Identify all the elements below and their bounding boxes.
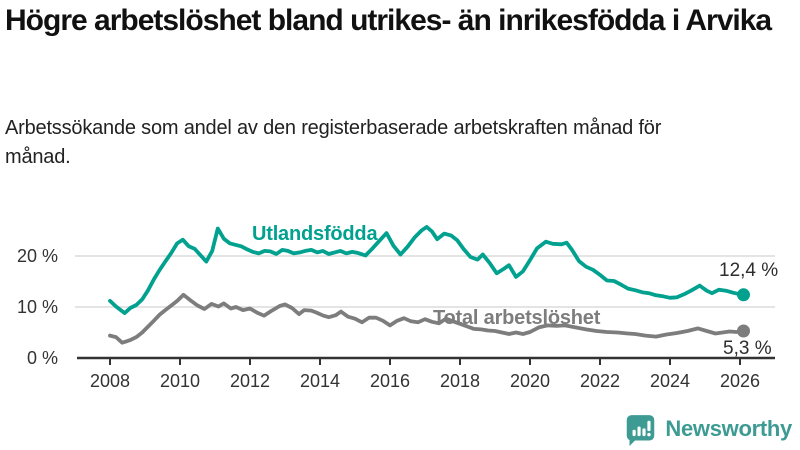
newsworthy-logo[interactable]: Newsworthy: [624, 411, 792, 447]
x-tick-label: 2026: [720, 371, 760, 391]
newsworthy-wordmark: Newsworthy: [665, 416, 792, 441]
page-title: Högre arbetslöshet bland utrikes- än inr…: [5, 4, 772, 37]
x-tick-label: 2018: [440, 371, 480, 391]
y-tick-label: 0 %: [27, 348, 58, 368]
x-tick-label: 2024: [650, 371, 690, 391]
x-tick-label: 2008: [90, 371, 130, 391]
x-tick-label: 2012: [230, 371, 270, 391]
x-tick-label: 2010: [160, 371, 200, 391]
x-tick-label: 2020: [510, 371, 550, 391]
series-label-utlandsfodda: Utlandsfödda: [252, 223, 378, 245]
end-value-label-utlandsfodda: 12,4 %: [719, 260, 779, 281]
series-line-utlandsfodda: [108, 224, 746, 316]
x-tick-label: 2016: [370, 371, 410, 391]
x-tick-label: 2022: [580, 371, 620, 391]
series-label-total-arbetsloshet: Total arbetslöshet: [433, 307, 601, 329]
series-line-total: [108, 292, 746, 345]
newsworthy-icon: [627, 414, 655, 446]
series-end-dot-total: [737, 324, 750, 338]
y-tick-label: 10 %: [17, 297, 58, 317]
series-end-dot-utlandsfodda: [737, 288, 750, 302]
page-subtitle: Arbetssökande som andel av den registerb…: [5, 117, 662, 168]
end-value-label-total: 5,3 %: [723, 338, 772, 359]
x-tick-label: 2014: [300, 371, 340, 391]
y-tick-label: 20 %: [17, 246, 58, 266]
